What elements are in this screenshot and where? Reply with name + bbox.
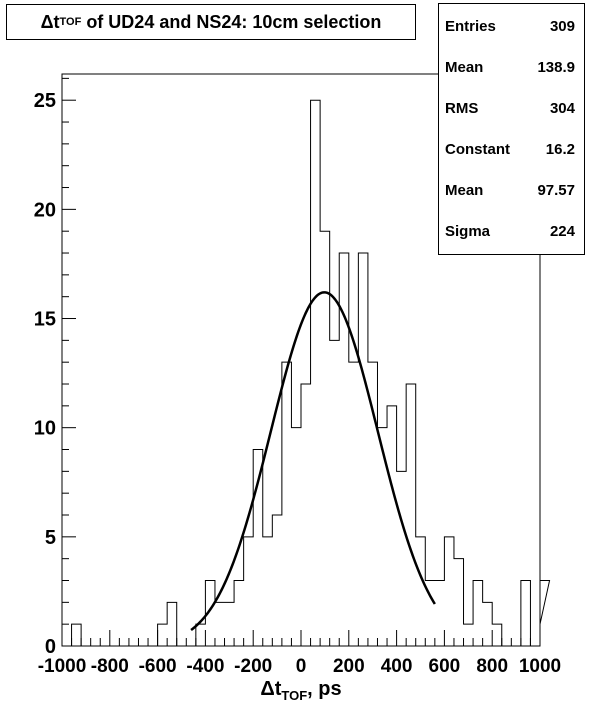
stat-value: 138.9 <box>537 59 575 76</box>
x-tick-label: -400 <box>186 656 224 677</box>
histogram-bin <box>282 362 292 646</box>
y-tick-label: 5 <box>45 527 56 549</box>
title-subscript: TOF <box>59 16 82 28</box>
histogram-bin <box>72 624 82 646</box>
title-suffix: of UD24 and NS24: 10cm selection <box>81 11 382 32</box>
y-tick-label: 20 <box>34 199 56 221</box>
stat-name: Mean <box>445 59 484 76</box>
x-tick-label: -800 <box>91 656 129 677</box>
histogram-outline <box>62 99 551 647</box>
x-tick-label: 400 <box>381 656 413 677</box>
y-tick-label: 0 <box>45 636 56 658</box>
x-tick-label: 0 <box>296 656 307 677</box>
histogram-bin <box>358 253 368 646</box>
x-axis: -1000 -800 -600 -400 -200 0 200 400 600 800 1000 <box>38 630 561 677</box>
x-title-prefix: Δt <box>260 678 282 700</box>
x-title-subscript: TOF <box>281 688 308 703</box>
x-tick-label: -1000 <box>38 656 87 677</box>
histogram-bin <box>263 537 273 646</box>
histogram-bin <box>387 406 397 646</box>
histogram-bin <box>521 581 531 646</box>
histogram-bin <box>339 253 349 646</box>
y-tick-label: 10 <box>34 418 56 440</box>
stat-value: 224 <box>549 223 575 240</box>
histogram-bin <box>244 537 254 646</box>
y-tick-label: 25 <box>34 90 56 112</box>
histogram-bin <box>454 559 464 646</box>
histogram-bin <box>349 362 359 646</box>
stat-value: 309 <box>549 18 575 35</box>
histogram-bin <box>234 581 244 646</box>
histogram-bin <box>167 602 177 646</box>
histogram-bin <box>435 581 445 646</box>
x-tick-label: 200 <box>333 656 365 677</box>
histogram-bin <box>272 515 282 646</box>
histogram-bin <box>158 624 168 646</box>
y-axis: 0 5 10 15 20 25 <box>34 77 76 658</box>
histogram-bin <box>196 624 206 646</box>
stat-row: Mean 97.57 <box>439 182 584 202</box>
stats-box: Entries 309 Mean 138.9 RMS 304 Constant 16.2 Mea… <box>438 3 585 255</box>
histogram-bin <box>301 384 311 646</box>
histogram-bin <box>464 624 474 646</box>
histogram-bin <box>311 100 321 646</box>
stat-row: Sigma 224 <box>439 223 584 243</box>
histogram-bin <box>444 537 454 646</box>
histogram-bin <box>492 624 502 646</box>
x-tick-label: 800 <box>476 656 508 677</box>
stat-value: 304 <box>549 100 575 117</box>
stat-name: Constant <box>445 141 510 158</box>
chart-title: Δt TOF of UD24 and NS24: 10cm selection <box>6 4 416 40</box>
stat-row: RMS 304 <box>439 100 584 120</box>
y-tick-label: 15 <box>34 309 56 331</box>
x-title-suffix: , ps <box>307 678 342 700</box>
x-axis-title: ΔtTOF, ps <box>0 678 602 703</box>
histogram-bin <box>330 340 340 646</box>
x-tick-label: -600 <box>139 656 177 677</box>
x-tick-label: 1000 <box>519 656 561 677</box>
stat-name: RMS <box>445 100 479 117</box>
stat-value: 16.2 <box>545 141 575 158</box>
histogram-bin <box>416 537 426 646</box>
x-tick-label: -200 <box>234 656 272 677</box>
histogram-bin <box>291 428 301 646</box>
stat-row: Mean 138.9 <box>439 59 584 79</box>
x-tick-label: 600 <box>429 656 461 677</box>
histogram-bin <box>406 384 416 646</box>
histogram-bin <box>368 362 378 646</box>
gaussian-fit-curve <box>190 291 436 632</box>
stat-value: 97.57 <box>537 182 575 199</box>
stat-name: Mean <box>445 182 484 199</box>
histogram-bin <box>215 602 225 646</box>
histogram-bin <box>225 602 235 646</box>
stat-row: Constant 16.2 <box>439 141 584 161</box>
stat-name: Entries <box>445 18 496 35</box>
histogram-bin <box>483 602 493 646</box>
histogram-bin <box>397 471 407 646</box>
stat-name: Sigma <box>445 223 491 240</box>
histogram-bin <box>473 581 483 646</box>
title-prefix: Δt <box>40 11 60 32</box>
stat-row: Entries 309 <box>439 18 584 38</box>
